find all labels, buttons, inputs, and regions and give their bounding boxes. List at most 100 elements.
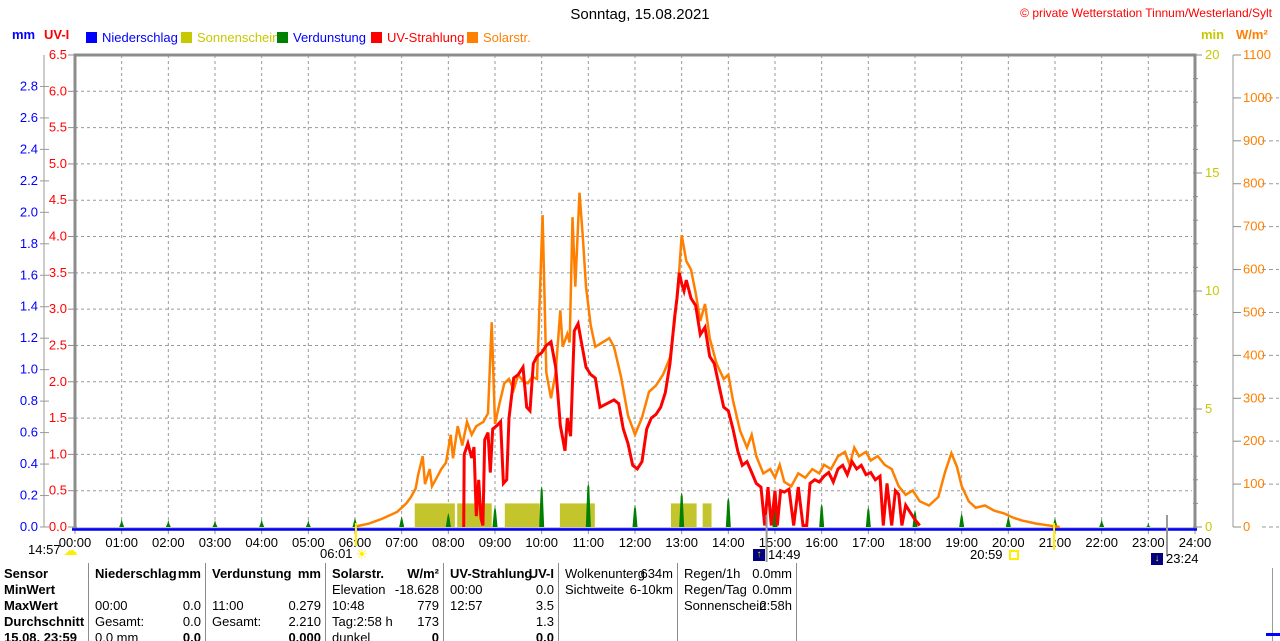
table-cell: 173 — [417, 614, 439, 629]
table-cell: 2.210 — [288, 614, 321, 629]
table-cell: 15.08. 23:59 — [4, 630, 78, 641]
right-edge-precip-line — [1266, 633, 1280, 636]
svg-text:2.0: 2.0 — [49, 374, 67, 389]
min-axis-ticks: 0 5 10 15 20 — [1193, 47, 1219, 534]
sunshine-bars — [414, 503, 712, 527]
sunrise-time: 06:01 — [320, 546, 353, 561]
axis-unit-mm: mm — [12, 27, 36, 42]
table-cell: MinWert — [4, 582, 56, 597]
svg-text:0.0: 0.0 — [49, 519, 67, 534]
sunset-marker: 20:59 — [970, 547, 1019, 562]
svg-text:0.4: 0.4 — [20, 456, 38, 471]
moon-cloud-marker: 14:57 ☁ — [28, 542, 78, 557]
table-divider — [558, 563, 559, 641]
svg-text:2.5: 2.5 — [49, 337, 67, 352]
legend-swatch-icon — [371, 32, 382, 43]
legend-label: Solarstr. — [483, 30, 531, 45]
svg-text:3.0: 3.0 — [49, 301, 67, 316]
table-cell: Sichtweite — [565, 582, 625, 597]
axis-unit-min: min — [1201, 27, 1225, 42]
table-cell: 1.3 — [535, 614, 554, 629]
svg-text:1.6: 1.6 — [20, 267, 38, 282]
svg-text:17:00: 17:00 — [852, 535, 885, 550]
weather-chart: 00:0001:0002:0003:0004:0005:0006:0007:00… — [20, 47, 1279, 562]
legend-item-0: Niederschlag — [86, 30, 178, 45]
table-cell: 0.000 — [288, 630, 321, 641]
right-edge-axis-line — [1272, 568, 1273, 641]
legend-swatch-icon — [86, 32, 97, 43]
chart-legend: Niederschlag Sonnenschein Verdunstung UV-St… — [0, 30, 1280, 46]
uvi-axis-ticks: 0.0 0.5 1.0 1.5 2.0 2.5 3.0 3.5 4.0 4.5 5.0 5.5 6.0 6… — [49, 47, 77, 534]
svg-text:6.0: 6.0 — [49, 83, 67, 98]
table-divider — [796, 563, 797, 641]
svg-text:13:00: 13:00 — [665, 535, 698, 550]
legend-item-3: UV-Strahlung — [371, 30, 464, 45]
table-cell: W/m² — [407, 566, 439, 581]
legend-label: Niederschlag — [102, 30, 178, 45]
svg-text:03:00: 03:00 — [199, 535, 232, 550]
table-cell: 0.0mm — [752, 566, 792, 581]
svg-text:4.0: 4.0 — [49, 229, 67, 244]
svg-text:2.8: 2.8 — [20, 78, 38, 93]
table-cell: 6-10km — [629, 582, 673, 597]
svg-text:4.5: 4.5 — [49, 192, 67, 207]
mm-axis-ticks: 0.0 0.2 0.4 0.6 0.8 1.0 1.2 1.4 1.6 1.8 2.0 2.2 2.4 2… — [20, 78, 49, 534]
svg-text:3.5: 3.5 — [49, 265, 67, 280]
table-divider — [677, 563, 678, 641]
table-cell: MaxWert — [4, 598, 58, 613]
evaporation-spikes — [119, 483, 1151, 527]
table-cell: 0.0 mm — [95, 630, 139, 641]
table-divider — [88, 563, 89, 641]
moonset-time: 23:24 — [1166, 551, 1199, 566]
svg-text:10: 10 — [1205, 283, 1219, 298]
svg-text:0.6: 0.6 — [20, 425, 38, 440]
svg-text:0.5: 0.5 — [49, 483, 67, 498]
svg-text:19:00: 19:00 — [945, 535, 978, 550]
svg-text:900: 900 — [1243, 133, 1265, 148]
table-cell: Sonnenschein — [684, 598, 767, 613]
legend-item-2: Verdunstung — [277, 30, 366, 45]
svg-text:2.2: 2.2 — [20, 173, 38, 188]
table-cell: 0.0 — [182, 598, 201, 613]
solar-series-line — [357, 192, 1060, 529]
wm2-axis-ticks: 0 100 200 300 400 500 600 700 800 900 1000 1100 — [1233, 47, 1272, 534]
sunset-time: 20:59 — [970, 547, 1003, 562]
table-cell: Sensor — [4, 566, 49, 581]
moonset-icon: ↓ — [1151, 552, 1163, 565]
table-divider — [325, 563, 326, 641]
legend-swatch-icon — [467, 32, 478, 43]
svg-text:1.8: 1.8 — [20, 236, 38, 251]
svg-text:2.4: 2.4 — [20, 141, 38, 156]
svg-text:1.2: 1.2 — [20, 330, 38, 345]
svg-text:20:00: 20:00 — [992, 535, 1025, 550]
moonset-marker: ↓ 23:24 — [1151, 551, 1199, 566]
legend-swatch-icon — [181, 32, 192, 43]
svg-text:14:00: 14:00 — [712, 535, 745, 550]
svg-text:02:00: 02:00 — [152, 535, 185, 550]
moonrise-marker: ↑ 14:49 — [753, 547, 801, 562]
table-cell: Regen/Tag — [684, 582, 747, 597]
legend-label: UV-Strahlung — [387, 30, 465, 45]
svg-text:08:00: 08:00 — [432, 535, 465, 550]
grid-lines — [75, 55, 1279, 528]
table-cell: -18.628 — [394, 582, 439, 597]
table-cell: mm — [297, 566, 321, 581]
svg-text:0: 0 — [1205, 519, 1212, 534]
svg-text:600: 600 — [1243, 262, 1265, 277]
svg-text:1000: 1000 — [1243, 90, 1272, 105]
table-cell: 0.279 — [288, 598, 321, 613]
svg-text:16:00: 16:00 — [805, 535, 838, 550]
sun-icon: ☀ — [355, 545, 369, 562]
svg-text:1100: 1100 — [1243, 47, 1271, 62]
moonrise-time: 14:49 — [768, 547, 801, 562]
svg-text:2.0: 2.0 — [20, 204, 38, 219]
uv-series-line — [462, 272, 921, 528]
cloud-icon: ☁ — [63, 541, 78, 558]
svg-text:22:00: 22:00 — [1085, 535, 1118, 550]
legend-label: Sonnenschein — [197, 30, 280, 45]
svg-text:100: 100 — [1243, 476, 1265, 491]
x-axis-ticks: 00:0001:0002:0003:0004:0005:0006:0007:00… — [59, 528, 1211, 550]
legend-item-4: Solarstr. — [467, 30, 531, 45]
svg-text:04:00: 04:00 — [245, 535, 278, 550]
